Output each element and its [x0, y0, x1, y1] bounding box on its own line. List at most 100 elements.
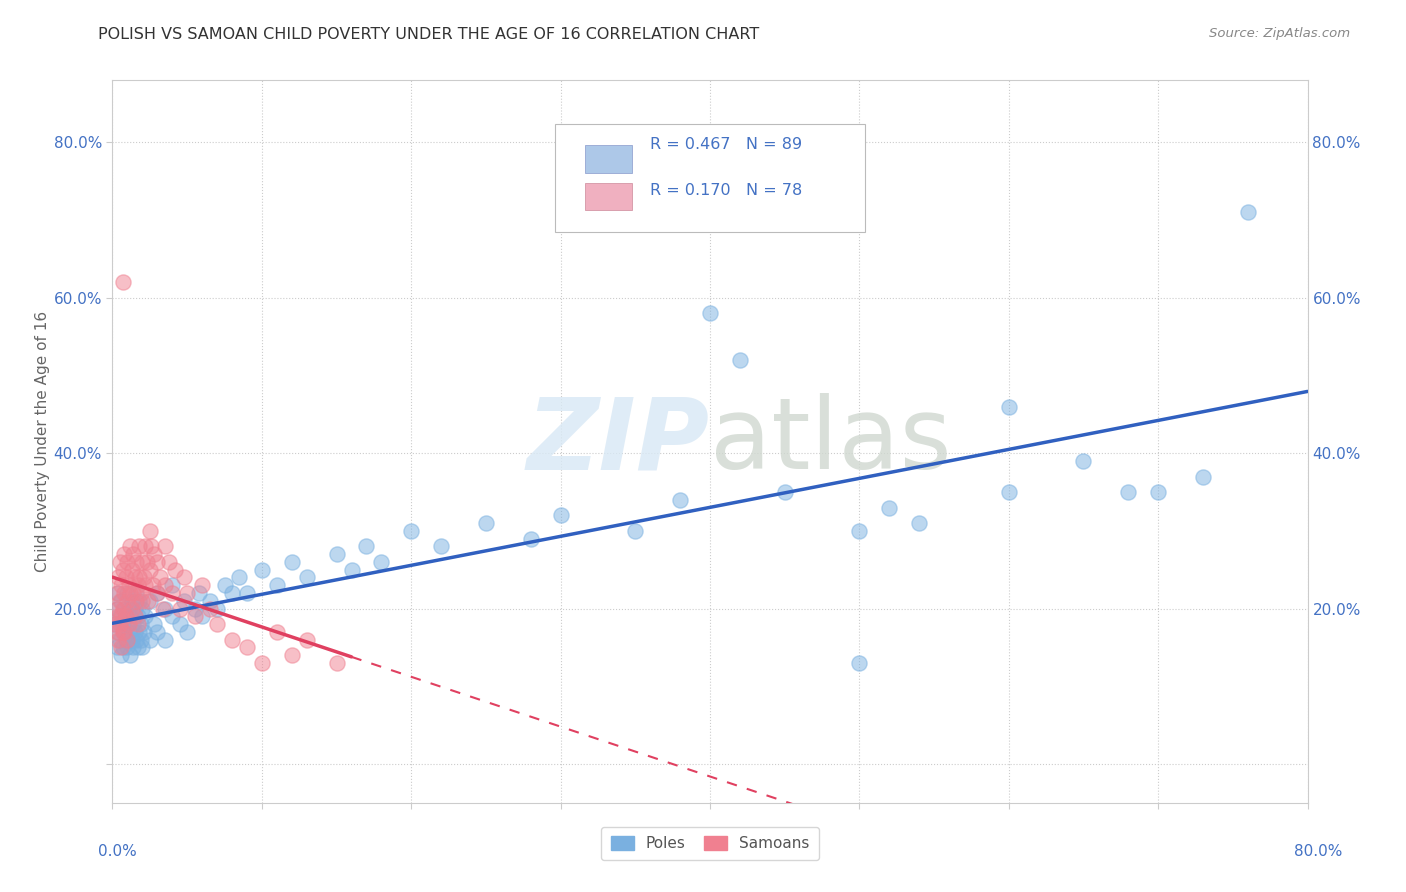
Point [356, 540, 378, 554]
Point [879, 500, 901, 515]
Point [728, 353, 751, 368]
Point [124, 570, 146, 584]
Text: 80.0%: 80.0% [1295, 845, 1343, 859]
Point [475, 516, 498, 530]
Point [105, 586, 128, 600]
Point [205, 617, 228, 632]
Point [162, 609, 183, 624]
Point [401, 524, 423, 538]
Point [125, 594, 148, 608]
Point [773, 485, 796, 500]
Point [520, 532, 543, 546]
Point [143, 547, 166, 561]
Point [122, 547, 145, 561]
Point [111, 601, 134, 615]
Point [125, 555, 148, 569]
Point [108, 609, 131, 624]
Point [153, 578, 176, 592]
Bar [585, 183, 633, 211]
Point [107, 570, 129, 584]
Point [221, 632, 243, 647]
Text: atlas: atlas [710, 393, 952, 490]
Point [122, 640, 145, 655]
Point [1073, 454, 1095, 468]
Point [122, 586, 145, 600]
Point [127, 578, 149, 592]
Point [325, 656, 347, 670]
Point [1192, 469, 1215, 483]
Point [128, 594, 150, 608]
Point [134, 609, 156, 624]
Point [325, 547, 347, 561]
Point [120, 648, 142, 663]
Point [430, 540, 453, 554]
Point [149, 570, 172, 584]
Point [198, 594, 221, 608]
Point [111, 624, 134, 639]
Point [236, 640, 259, 655]
Point [111, 640, 134, 655]
Point [131, 640, 153, 655]
Point [146, 624, 169, 639]
Point [120, 540, 142, 554]
Point [281, 555, 304, 569]
Point [107, 624, 129, 639]
Point [138, 594, 160, 608]
Point [131, 601, 153, 615]
FancyBboxPatch shape [554, 124, 866, 232]
Point [188, 586, 211, 600]
Point [162, 586, 183, 600]
Point [114, 601, 135, 615]
Point [191, 609, 214, 624]
Point [117, 555, 139, 569]
Point [157, 555, 180, 569]
Point [115, 609, 138, 624]
Point [104, 617, 127, 632]
Point [107, 632, 129, 647]
Point [221, 586, 243, 600]
Point [121, 594, 143, 608]
Point [183, 601, 205, 615]
Point [118, 578, 141, 592]
Point [115, 609, 138, 624]
Point [128, 540, 150, 554]
Point [114, 624, 135, 639]
Point [128, 570, 150, 584]
Point [236, 586, 259, 600]
Point [129, 632, 152, 647]
Point [266, 578, 288, 592]
Point [121, 563, 143, 577]
Point [142, 578, 165, 592]
Point [134, 540, 156, 554]
Point [117, 632, 139, 647]
Point [1237, 205, 1260, 219]
Point [110, 594, 132, 608]
Point [139, 563, 162, 577]
Point [114, 586, 135, 600]
Point [117, 617, 139, 632]
Point [110, 648, 132, 663]
Point [205, 601, 228, 615]
Point [176, 624, 198, 639]
Point [281, 648, 304, 663]
Point [624, 524, 647, 538]
Point [111, 563, 134, 577]
Text: 0.0%: 0.0% [98, 845, 138, 859]
Point [122, 617, 145, 632]
Point [176, 586, 198, 600]
Point [139, 524, 162, 538]
Point [152, 601, 174, 615]
Point [121, 601, 143, 615]
Point [370, 555, 392, 569]
Point [129, 617, 152, 632]
Point [118, 624, 141, 639]
Point [104, 617, 127, 632]
Text: R = 0.467   N = 89: R = 0.467 N = 89 [651, 136, 803, 152]
Point [105, 640, 128, 655]
Point [118, 617, 141, 632]
Point [134, 578, 156, 592]
Point [848, 656, 870, 670]
Point [266, 624, 288, 639]
Point [139, 594, 162, 608]
Point [848, 524, 870, 538]
